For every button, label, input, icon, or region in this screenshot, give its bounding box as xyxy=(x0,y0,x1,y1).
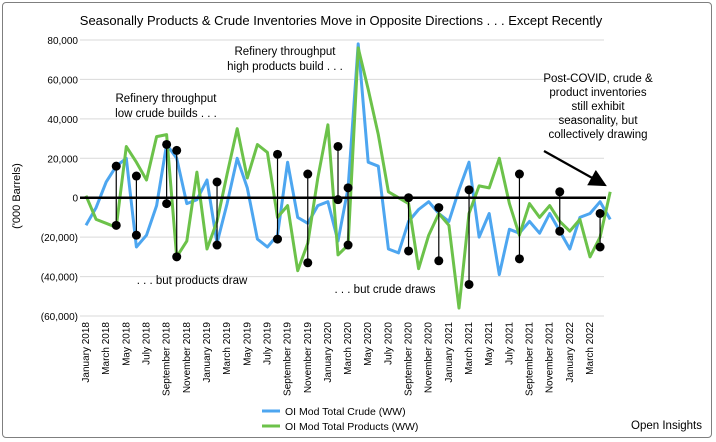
x-tick-label: March 2019 xyxy=(222,322,233,375)
y-tick-label: 40,000 xyxy=(47,115,78,126)
pair-dot xyxy=(595,242,605,252)
pair-dot xyxy=(464,279,474,289)
pair-dot xyxy=(131,171,141,181)
pair-dot xyxy=(555,187,565,197)
x-tick-label: January 2018 xyxy=(81,322,92,383)
gridlines xyxy=(80,39,604,317)
annotation-post-covid-5: collectively drawing xyxy=(548,129,647,141)
annotation-high-products-2: high products build . . . xyxy=(227,61,343,73)
y-axis-label: ('000 Barrels) xyxy=(11,163,23,229)
annotation-post-covid-3: still exhibit xyxy=(571,101,625,113)
pair-dot xyxy=(111,220,121,230)
pair-dot xyxy=(343,183,353,193)
pair-dot xyxy=(212,240,222,250)
x-tick-label: May 2021 xyxy=(484,322,495,366)
paired-markers xyxy=(111,139,605,289)
annotation-products-draw: . . . but products draw xyxy=(137,275,248,287)
x-tick-label: November 2018 xyxy=(182,322,193,394)
annotation-post-covid-2: product inventories xyxy=(549,87,646,99)
series-lines xyxy=(80,42,612,310)
x-tick-label: January 2020 xyxy=(323,322,334,383)
pair-dot xyxy=(212,177,222,187)
x-tick-labels: January 2018 March 2018 May 2018 July 2018 S… xyxy=(81,322,596,396)
pair-dot xyxy=(131,230,141,240)
annotation-low-crude-1: Refinery throughput xyxy=(115,93,217,105)
x-tick-label: May 2019 xyxy=(242,322,253,366)
y-tick-label: 60,000 xyxy=(47,75,78,86)
x-tick-label: January 2019 xyxy=(202,322,213,383)
x-tick-label: September 2018 xyxy=(162,322,173,396)
x-tick-label: September 2019 xyxy=(283,322,294,396)
pair-dot xyxy=(434,203,444,213)
pair-dot xyxy=(172,145,182,155)
pair-dot xyxy=(595,208,605,218)
x-tick-label: May 2018 xyxy=(121,322,132,366)
annotation-post-covid-1: Post-COVID, crude & xyxy=(543,73,653,85)
pair-dot xyxy=(111,161,121,171)
pair-dot xyxy=(333,195,343,205)
pair-dot xyxy=(555,226,565,236)
pair-dot xyxy=(273,149,283,159)
pair-dot xyxy=(303,169,313,179)
annotation-high-products-1: Refinery throughput xyxy=(234,46,336,58)
pair-dot xyxy=(434,256,444,266)
x-tick-label: July 2020 xyxy=(383,322,394,365)
y-tick-label: (40,000) xyxy=(41,273,78,284)
pair-dot xyxy=(343,240,353,250)
x-tick-label: March 2021 xyxy=(464,322,475,375)
annotation-low-crude-2: low crude builds . . . xyxy=(115,108,217,120)
y-tick-label: 80,000 xyxy=(47,36,78,47)
pair-dot xyxy=(514,169,524,179)
y-tick-label: 0 xyxy=(72,194,78,205)
x-tick-label: November 2020 xyxy=(424,322,435,394)
post-covid-arrow xyxy=(543,150,607,187)
x-tick-label: March 2020 xyxy=(343,322,354,375)
x-tick-label: September 2020 xyxy=(404,322,415,396)
pair-dot xyxy=(273,234,283,244)
y-tick-label: (60,000) xyxy=(41,312,78,323)
x-tick-label: September 2021 xyxy=(525,322,536,396)
legend-label-crude: OI Mod Total Crude (WW) xyxy=(285,406,406,418)
x-tick-label: March 2022 xyxy=(585,322,596,375)
pair-dot xyxy=(514,254,524,264)
pair-dot xyxy=(464,185,474,195)
x-tick-label: July 2018 xyxy=(141,322,152,365)
pair-dot xyxy=(303,258,313,268)
pair-dot xyxy=(404,193,414,203)
x-tick-label: July 2021 xyxy=(504,322,515,365)
x-tick-label: May 2020 xyxy=(363,322,374,366)
x-tick-label: March 2018 xyxy=(101,322,112,375)
annotation-post-covid-4: seasonality, but xyxy=(558,115,638,127)
pair-dot xyxy=(162,139,172,149)
annotation-crude-draws: . . . but crude draws xyxy=(335,284,436,296)
y-tick-label: 20,000 xyxy=(47,154,78,165)
x-tick-label: November 2021 xyxy=(545,322,556,394)
x-tick-label: January 2022 xyxy=(565,322,576,383)
y-tick-label: (20,000) xyxy=(41,233,78,244)
brand-label: Open Insights xyxy=(631,420,702,432)
pair-dot xyxy=(333,141,343,151)
chart-title: Seasonally Products & Crude Inventories … xyxy=(80,13,603,28)
pair-dot xyxy=(162,199,172,209)
pair-dot xyxy=(172,252,182,262)
x-tick-label: November 2019 xyxy=(303,322,314,394)
y-tick-labels: 80,000 60,000 40,000 20,000 0 (20,000) (40,000… xyxy=(41,36,79,323)
x-tick-label: July 2019 xyxy=(262,322,273,365)
x-tick-label: January 2021 xyxy=(444,322,455,383)
legend-label-products: OI Mod Total Products (WW) xyxy=(285,421,418,433)
pair-dot xyxy=(404,246,414,256)
